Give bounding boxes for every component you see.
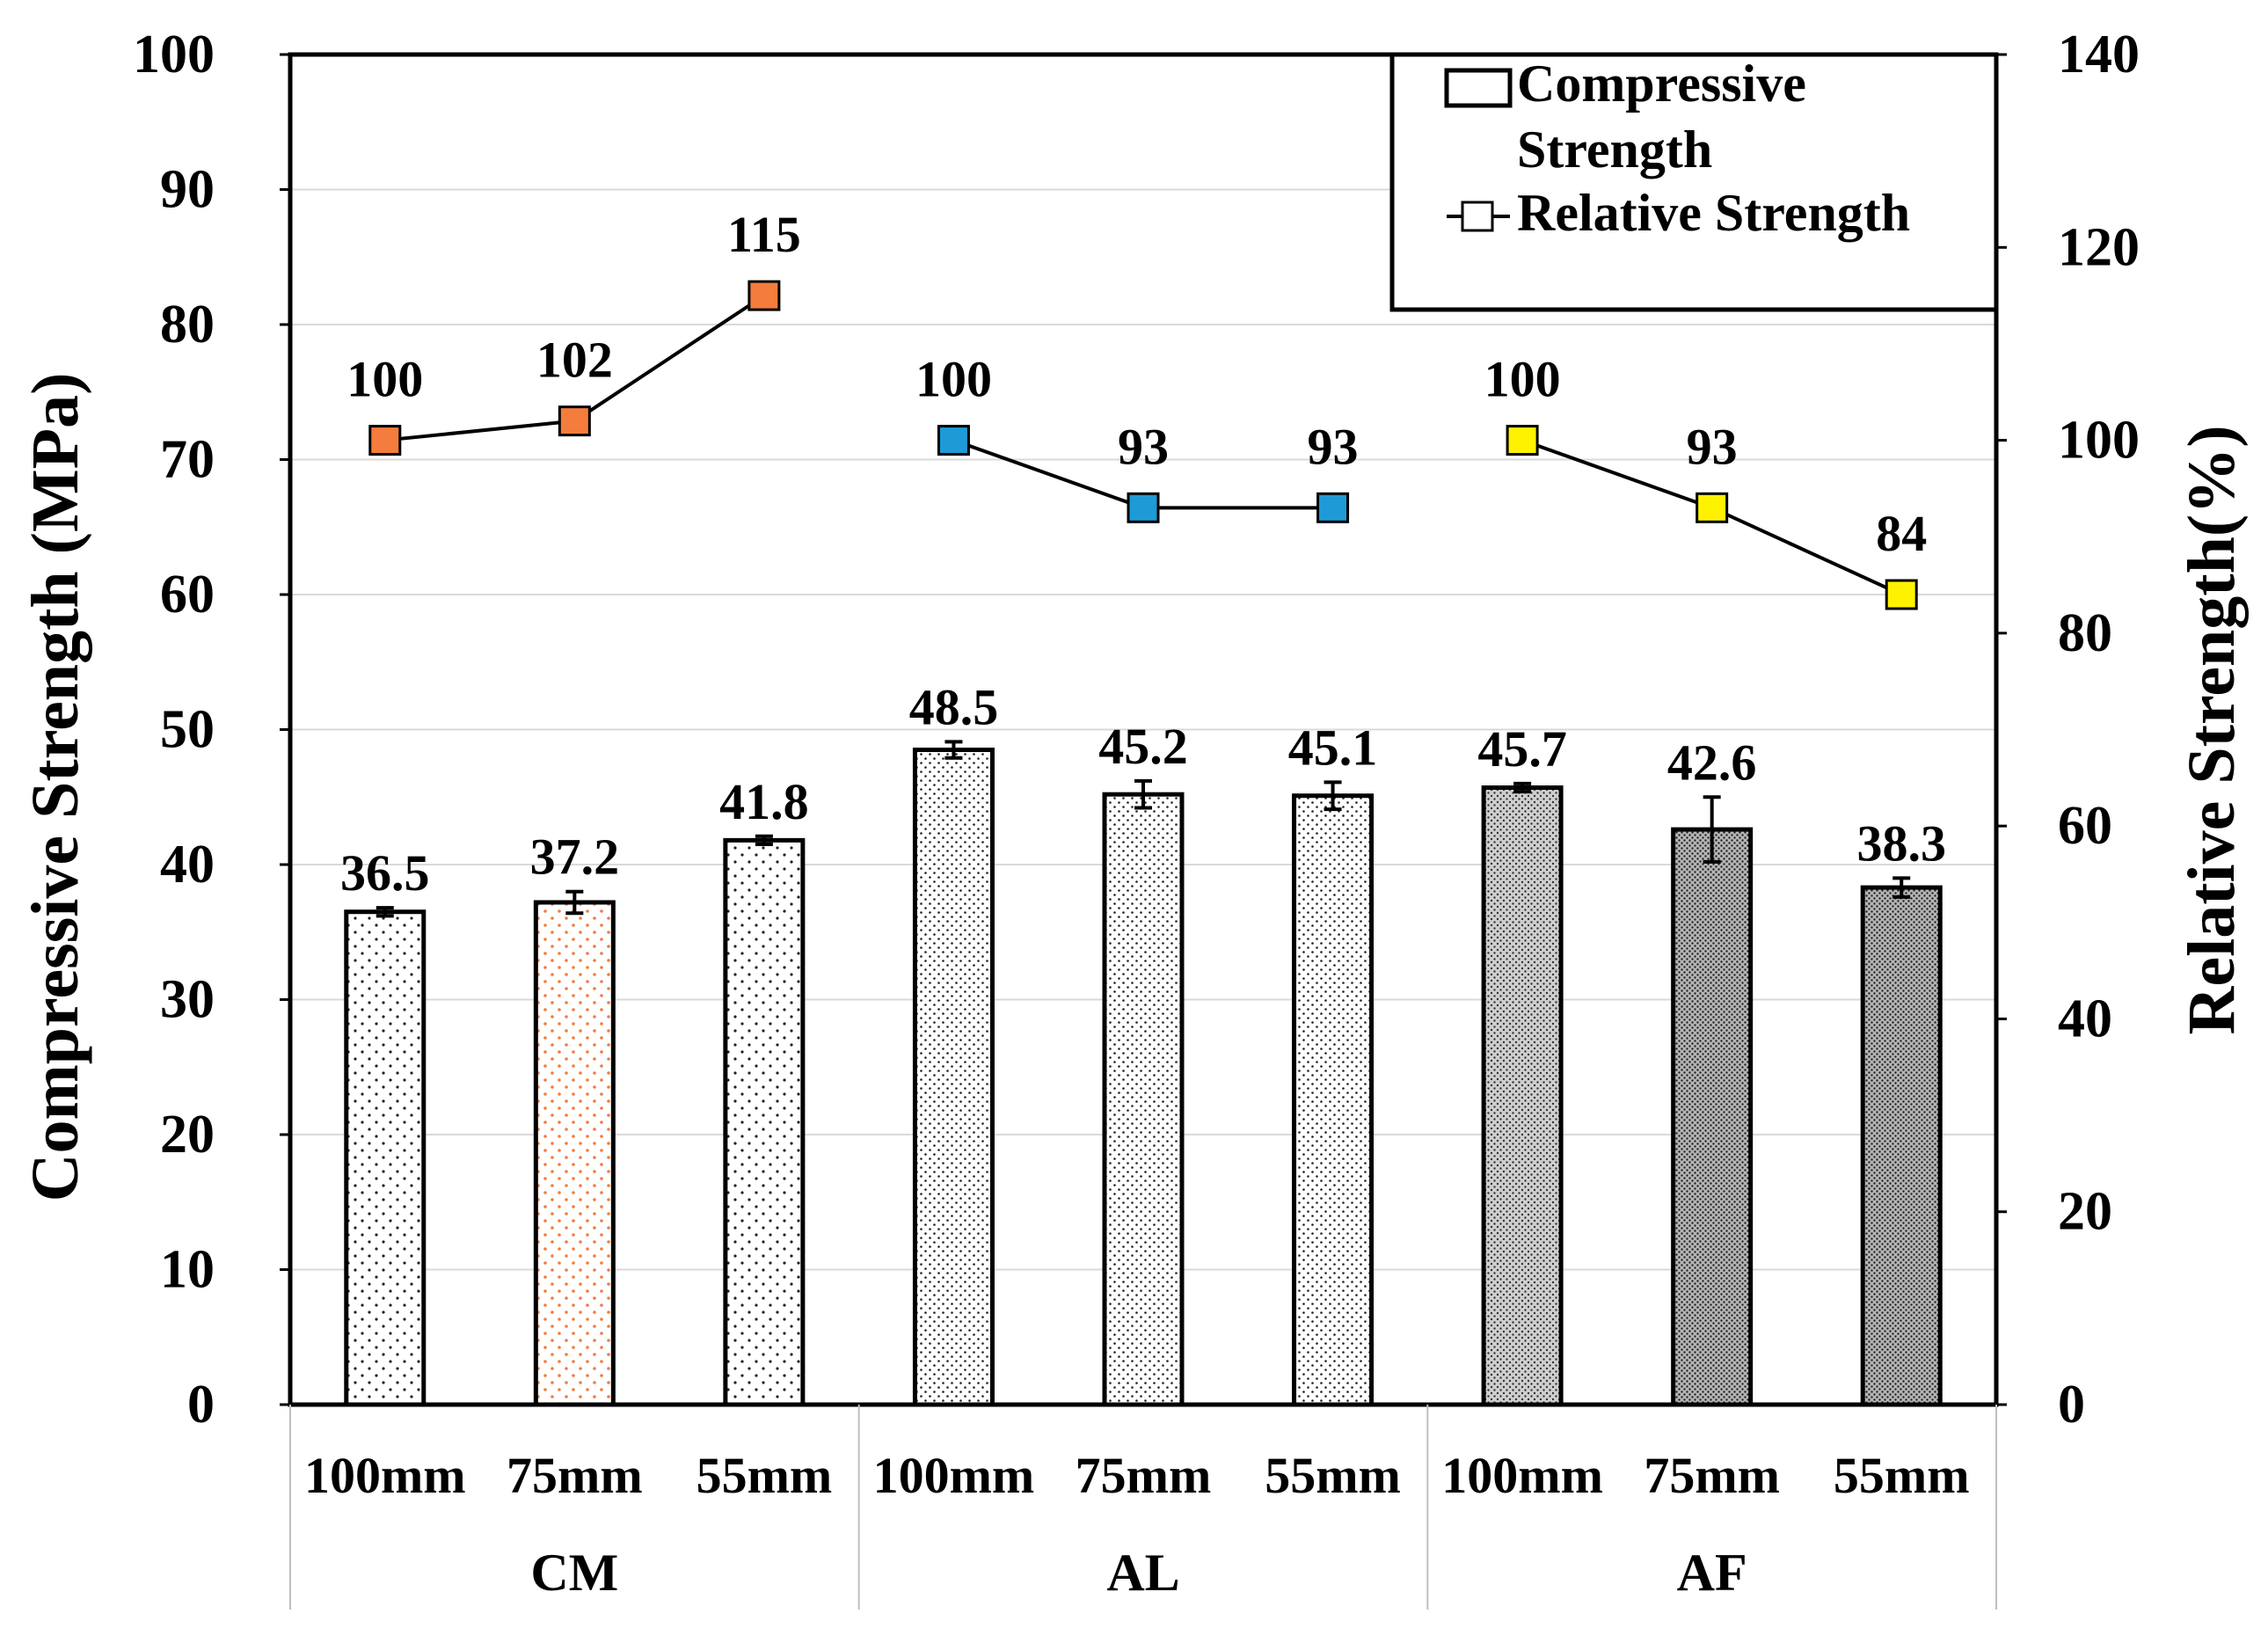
legend-swatch-marker bbox=[1461, 201, 1494, 232]
relative-strength-marker bbox=[747, 280, 781, 311]
group-label-al: AL bbox=[1106, 1544, 1179, 1602]
left-axis-title: Compressive Strength (MPa) bbox=[18, 373, 92, 1202]
category-label: 55mm bbox=[1834, 1447, 1970, 1504]
bar-value-label: 41.8 bbox=[719, 773, 809, 830]
left-axis-tick-label: 20 bbox=[160, 1105, 215, 1164]
legend: Compressive Strength Relative Strength bbox=[1389, 52, 1999, 312]
relative-strength-marker bbox=[558, 405, 591, 437]
category-label: 100mm bbox=[304, 1447, 466, 1504]
data-labels: 36.5 37.2 41.8 48.5 45.2 45.1 45.7 42.6 38.3 100 1… bbox=[340, 206, 1946, 902]
bar-value-label: 38.3 bbox=[1856, 814, 1946, 872]
bar-value-label: 45.2 bbox=[1098, 718, 1188, 775]
right-axis-tick-label: 40 bbox=[2058, 989, 2112, 1048]
relative-strength-marker bbox=[1885, 579, 1918, 610]
relative-value-label: 93 bbox=[1687, 418, 1738, 475]
bar bbox=[1481, 785, 1564, 1407]
bar-value-label: 45.7 bbox=[1477, 720, 1567, 778]
bar bbox=[723, 837, 806, 1407]
bar-value-label: 37.2 bbox=[530, 829, 620, 886]
right-axis-tick-label: 60 bbox=[2058, 796, 2112, 856]
relative-value-label: 93 bbox=[1118, 418, 1169, 475]
left-axis-tick-label: 100 bbox=[133, 25, 215, 84]
bar-value-label: 36.5 bbox=[340, 844, 430, 902]
relative-strength-marker bbox=[368, 425, 402, 456]
relative-strength-marker bbox=[937, 425, 970, 456]
right-axis-tick-label: 80 bbox=[2058, 603, 2112, 663]
category-label: 75mm bbox=[507, 1447, 643, 1504]
relative-strength-marker bbox=[1127, 492, 1160, 523]
group-label-af: AF bbox=[1677, 1544, 1747, 1602]
bar-value-label: 48.5 bbox=[909, 678, 999, 735]
left-axis-tick-label: 30 bbox=[160, 970, 215, 1030]
left-axis-tick-label: 10 bbox=[160, 1240, 215, 1300]
right-axis: 0 20 40 60 80 100 120 140 bbox=[1996, 25, 2140, 1435]
group-label-cm: CM bbox=[530, 1544, 618, 1602]
relative-value-label: 100 bbox=[1484, 351, 1561, 408]
bar-value-label: 45.1 bbox=[1288, 719, 1378, 776]
category-label: 55mm bbox=[696, 1447, 833, 1504]
relative-strength-marker bbox=[1696, 492, 1729, 523]
relative-value-label: 100 bbox=[346, 351, 423, 408]
category-label: 100mm bbox=[1441, 1447, 1603, 1504]
bar bbox=[1860, 885, 1943, 1407]
relative-value-label: 115 bbox=[727, 206, 801, 263]
right-axis-tick-label: 0 bbox=[2058, 1375, 2085, 1435]
relative-value-label: 84 bbox=[1876, 505, 1927, 562]
relative-value-label: 100 bbox=[915, 351, 992, 408]
bar bbox=[344, 909, 427, 1407]
bar-value-label: 42.6 bbox=[1667, 734, 1757, 791]
right-axis-tick-label: 100 bbox=[2058, 411, 2140, 471]
left-axis-tick-label: 70 bbox=[160, 430, 215, 490]
left-axis-tick-label: 90 bbox=[160, 160, 215, 220]
bars bbox=[344, 748, 1943, 1407]
error-bars bbox=[376, 740, 1911, 918]
right-axis-title: Relative Strength(%) bbox=[2175, 425, 2249, 1034]
bar bbox=[1292, 793, 1375, 1407]
relative-strength-marker bbox=[1316, 492, 1350, 523]
left-axis-tick-label: 50 bbox=[160, 700, 215, 760]
left-axis-tick-label: 0 bbox=[187, 1375, 215, 1435]
relative-strength-marker bbox=[1506, 425, 1539, 456]
bar bbox=[1102, 792, 1185, 1407]
bar bbox=[533, 900, 616, 1407]
relative-strength-markers bbox=[368, 280, 1918, 610]
category-label: 100mm bbox=[873, 1447, 1035, 1504]
category-label: 55mm bbox=[1265, 1447, 1401, 1504]
relative-value-label: 102 bbox=[536, 332, 613, 389]
category-label: 75mm bbox=[1644, 1447, 1780, 1504]
category-label: 75mm bbox=[1076, 1447, 1212, 1504]
bar bbox=[912, 748, 995, 1407]
right-axis-tick-label: 140 bbox=[2058, 25, 2140, 84]
right-axis-tick-label: 20 bbox=[2058, 1182, 2112, 1242]
left-axis-tick-label: 60 bbox=[160, 565, 215, 624]
legend-swatch-bar bbox=[1444, 68, 1513, 108]
left-axis-tick-label: 40 bbox=[160, 835, 215, 894]
left-axis: 0 10 20 30 40 50 60 70 80 90 100 bbox=[133, 25, 290, 1435]
legend-label-compressive-line1: Compressive bbox=[1517, 55, 1806, 113]
bar bbox=[1671, 827, 1754, 1407]
x-axis: CM AL AF 100mm 75mm 55mm 100mm 75mm 55mm 100mm 75m… bbox=[289, 1405, 1997, 1610]
legend-label-compressive-line2: Strength bbox=[1517, 120, 1712, 179]
legend-label-relative: Relative Strength bbox=[1517, 184, 1910, 242]
relative-value-label: 93 bbox=[1308, 418, 1359, 475]
right-axis-tick-label: 120 bbox=[2058, 217, 2140, 277]
left-axis-tick-label: 80 bbox=[160, 295, 215, 354]
